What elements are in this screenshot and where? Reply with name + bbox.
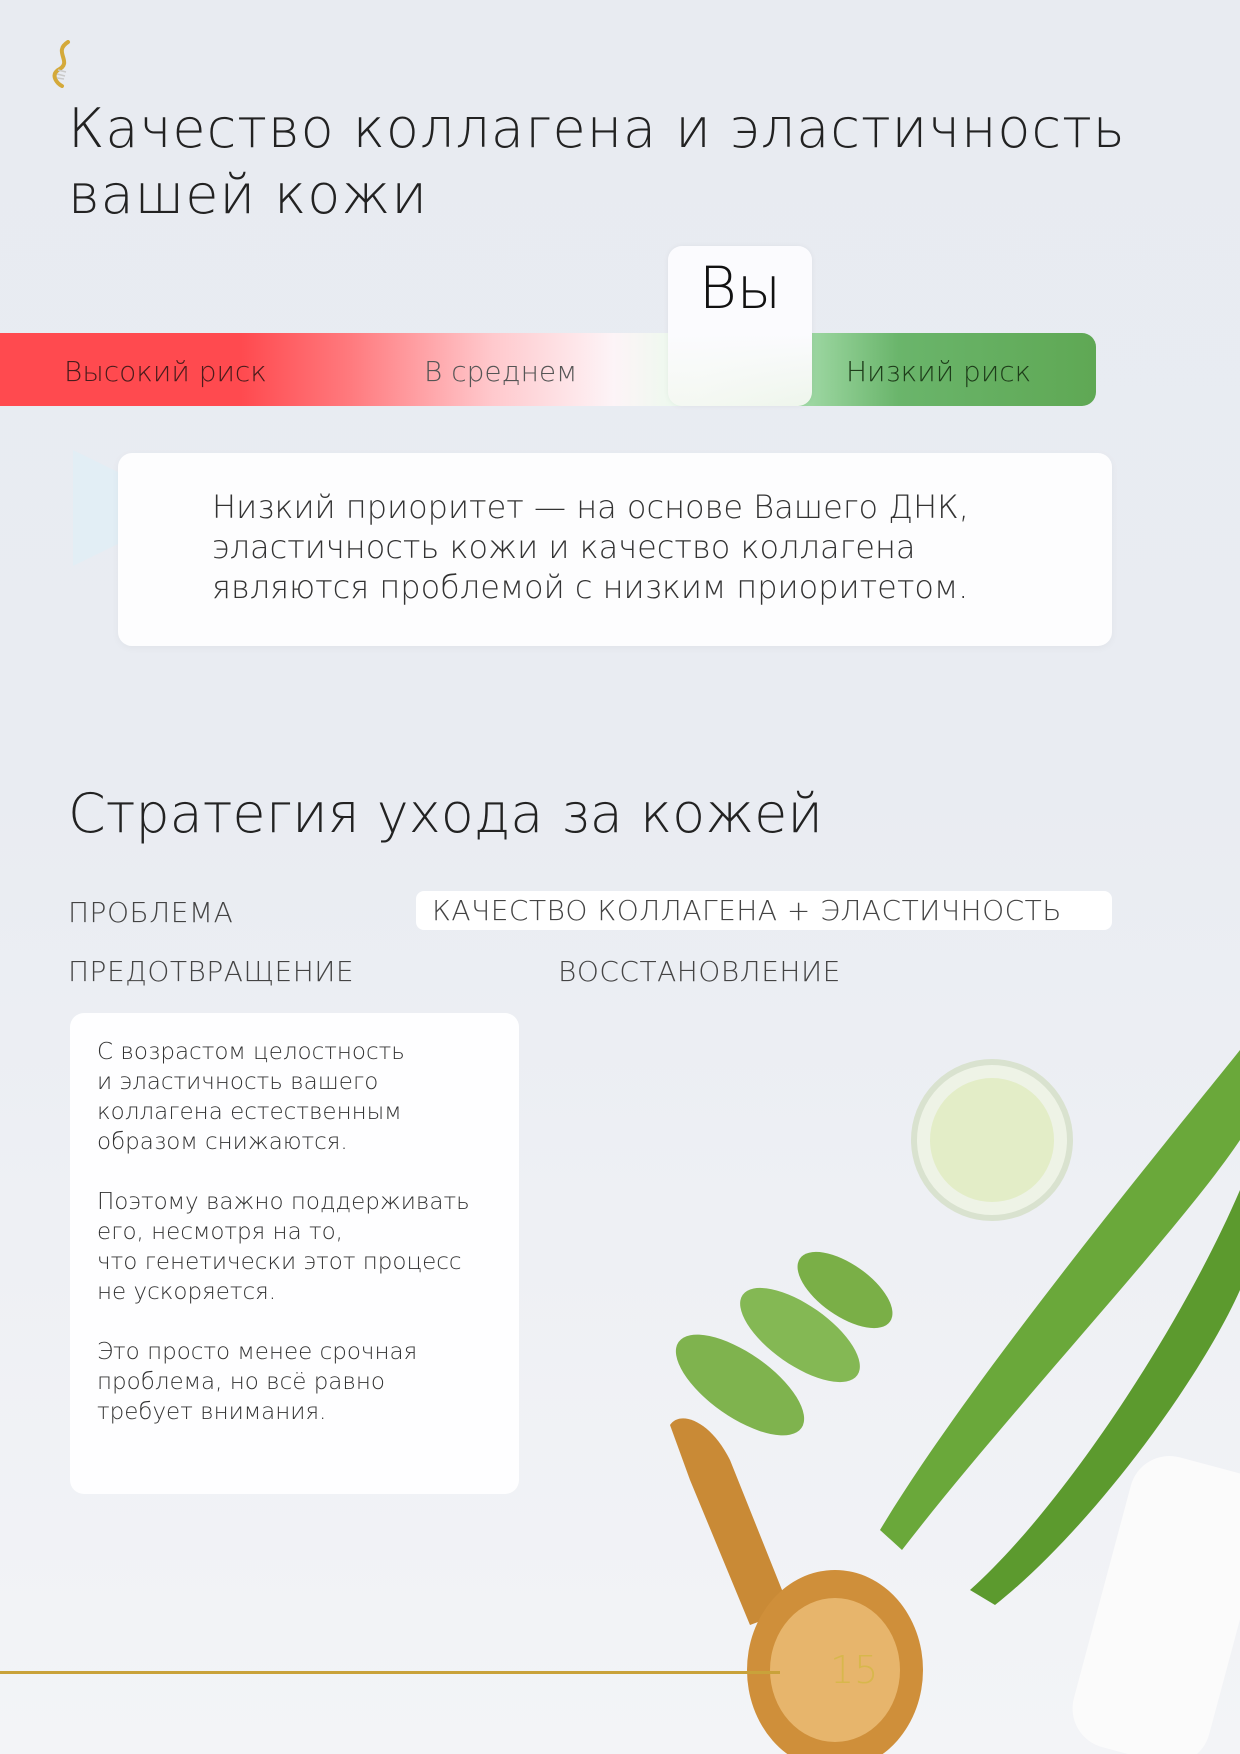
callout-text: Низкий приоритет — на основе Вашего ДНК,… [212, 488, 969, 606]
problem-value-pill: КАЧЕСТВО КОЛЛАГЕНА + ЭЛАСТИЧНОСТЬ [416, 891, 1112, 930]
risk-scale-bar: Высокий риск В среднем Низкий риск [0, 333, 1096, 406]
risk-label-low: Низкий риск [846, 355, 1032, 388]
footer-divider [0, 1671, 780, 1674]
priority-callout: Низкий приоритет — на основе Вашего ДНК,… [118, 453, 1112, 646]
page-title: Качество коллагена и эластичность вашей … [68, 96, 1126, 228]
dna-helix-icon [52, 40, 70, 88]
prevention-label: ПРЕДОТВРАЩЕНИЕ [68, 955, 355, 988]
page-number: 15 [830, 1648, 879, 1692]
aloe-vera-photo [670, 1050, 1240, 1754]
title-line: вашей кожи [68, 163, 428, 226]
title-line: Качество коллагена и эластичность [68, 97, 1126, 160]
prevention-paragraph: Это просто менее срочная проблема, но вс… [97, 1339, 418, 1425]
problem-value: КАЧЕСТВО КОЛЛАГЕНА + ЭЛАСТИЧНОСТЬ [432, 894, 1062, 927]
problem-label: ПРОБЛЕМА [68, 896, 234, 929]
prevention-paragraph: С возрастом целостность и эластичность в… [97, 1039, 405, 1155]
section-title: Стратегия ухода за кожей [68, 782, 823, 845]
risk-label-average: В среднем [424, 355, 578, 388]
recovery-label: ВОССТАНОВЛЕНИЕ [558, 955, 841, 988]
you-marker: Вы [668, 246, 812, 406]
prevention-card: С возрастом целостность и эластичность в… [70, 1013, 519, 1494]
prevention-paragraph: Поэтому важно поддерживать его, несмотря… [97, 1189, 470, 1305]
you-marker-label: Вы [698, 254, 782, 322]
risk-label-high: Высокий риск [64, 355, 267, 388]
